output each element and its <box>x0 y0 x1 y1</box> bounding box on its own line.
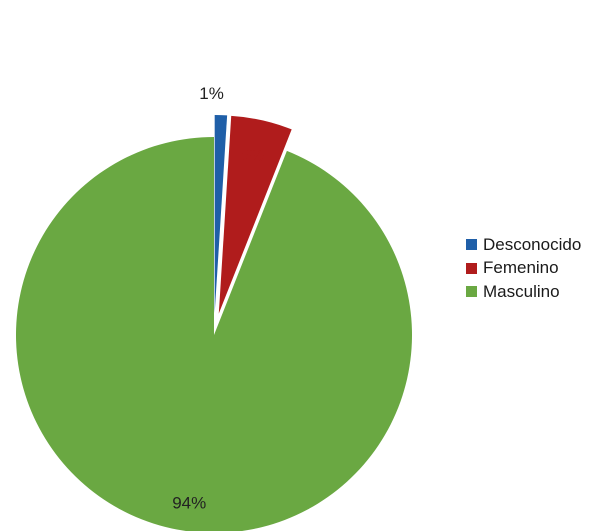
pie-slice-masculino <box>16 137 412 531</box>
data-label-femenino: 5% <box>240 146 265 165</box>
data-label-masculino: 94% <box>172 493 206 512</box>
legend-label-femenino: Femenino <box>483 258 559 278</box>
chart-legend: Desconocido Femenino Masculino <box>466 233 581 304</box>
legend-item-femenino: Femenino <box>466 257 581 281</box>
legend-swatch-femenino <box>466 262 477 274</box>
legend-swatch-masculino <box>466 286 477 298</box>
legend-swatch-desconocido <box>466 239 477 251</box>
data-label-desconocido: 1% <box>199 84 224 103</box>
legend-item-masculino: Masculino <box>466 280 581 304</box>
legend-label-desconocido: Desconocido <box>483 234 582 254</box>
pie-data-labels: 1% 5% 94% <box>172 84 264 512</box>
legend-item-desconocido: Desconocido <box>466 233 581 257</box>
legend-label-masculino: Masculino <box>483 281 560 301</box>
pie-slice-desconocido <box>214 115 228 314</box>
pie-slices <box>16 115 412 531</box>
pie-slice-femenino <box>218 115 292 314</box>
